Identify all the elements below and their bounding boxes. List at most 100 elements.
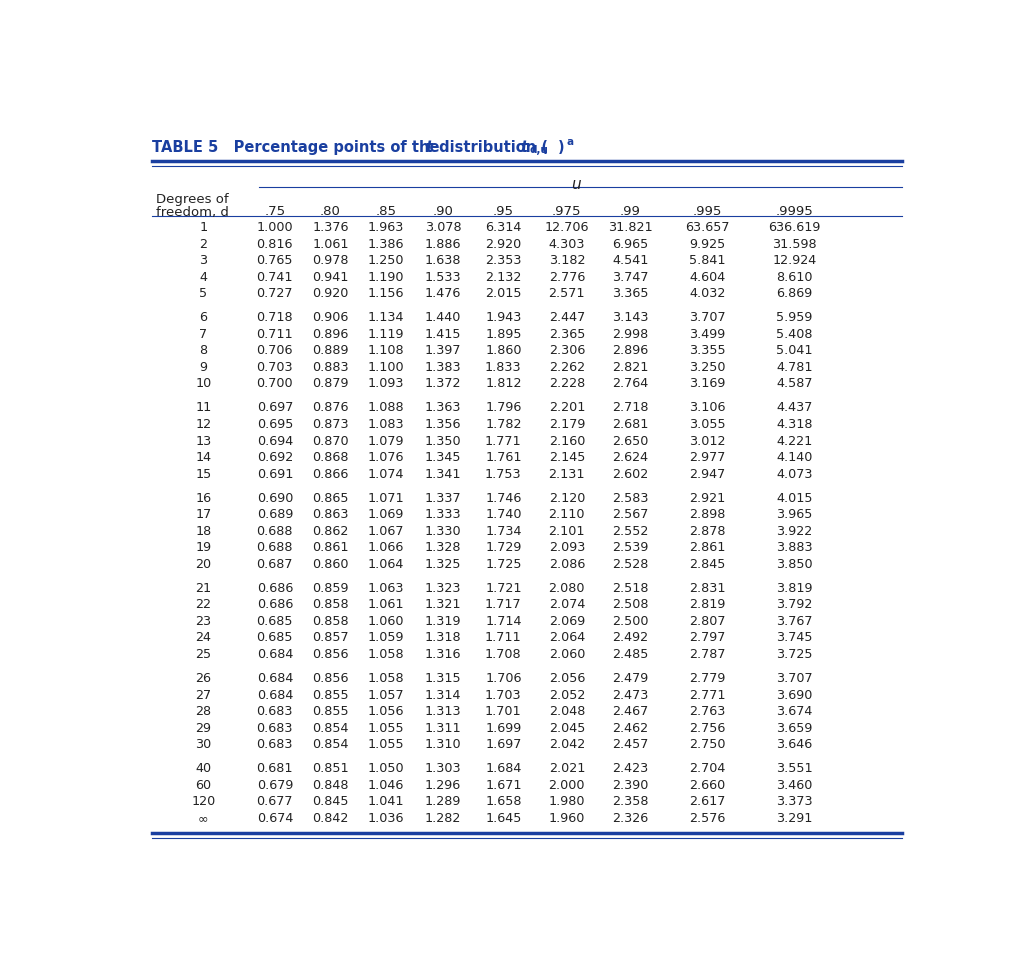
Text: 0.703: 0.703 — [256, 360, 293, 374]
Text: 3.012: 3.012 — [689, 434, 726, 447]
Text: 2.797: 2.797 — [689, 631, 726, 644]
Text: 1.289: 1.289 — [425, 795, 461, 807]
Text: 5.041: 5.041 — [776, 344, 813, 356]
Text: 0.679: 0.679 — [257, 778, 293, 791]
Text: 1.108: 1.108 — [368, 344, 404, 356]
Text: 5.959: 5.959 — [776, 311, 813, 324]
Text: 12.706: 12.706 — [545, 221, 589, 233]
Text: 0.741: 0.741 — [257, 271, 293, 283]
Text: 2.750: 2.750 — [689, 738, 726, 750]
Text: 1.708: 1.708 — [485, 647, 521, 660]
Text: 4.587: 4.587 — [776, 377, 813, 390]
Text: 12.924: 12.924 — [772, 253, 817, 267]
Text: a: a — [566, 136, 573, 147]
Text: 2.896: 2.896 — [612, 344, 648, 356]
Text: 1.056: 1.056 — [368, 704, 404, 718]
Text: 2.056: 2.056 — [549, 672, 585, 684]
Text: 2.821: 2.821 — [612, 360, 648, 374]
Text: 3.373: 3.373 — [776, 795, 813, 807]
Text: 11: 11 — [196, 401, 212, 414]
Text: 1.697: 1.697 — [485, 738, 521, 750]
Text: 2.306: 2.306 — [549, 344, 585, 356]
Text: 3.646: 3.646 — [776, 738, 813, 750]
Text: .995: .995 — [692, 205, 722, 217]
Text: 2.132: 2.132 — [485, 271, 521, 283]
Text: 2.485: 2.485 — [612, 647, 648, 660]
Text: 2.074: 2.074 — [549, 598, 585, 611]
Text: 31.598: 31.598 — [772, 237, 817, 251]
Text: 0.865: 0.865 — [312, 491, 348, 504]
Text: 1.701: 1.701 — [485, 704, 521, 718]
Text: 28: 28 — [196, 704, 211, 718]
Text: 2.878: 2.878 — [689, 524, 726, 537]
Text: 6.965: 6.965 — [612, 237, 648, 251]
Text: 40: 40 — [196, 761, 211, 775]
Text: 4.073: 4.073 — [776, 467, 813, 480]
Text: 1.476: 1.476 — [425, 287, 461, 300]
Text: 2.045: 2.045 — [549, 721, 585, 734]
Text: 1.761: 1.761 — [485, 451, 521, 463]
Text: 1.356: 1.356 — [425, 417, 461, 431]
Text: 1.074: 1.074 — [368, 467, 404, 480]
Text: 3.965: 3.965 — [776, 508, 813, 520]
Text: ∞: ∞ — [198, 811, 209, 824]
Text: 0.683: 0.683 — [257, 704, 293, 718]
Text: 2.508: 2.508 — [612, 598, 648, 611]
Text: 1.069: 1.069 — [368, 508, 404, 520]
Text: 2.779: 2.779 — [689, 672, 726, 684]
Text: 3.182: 3.182 — [549, 253, 585, 267]
Text: 7: 7 — [200, 328, 208, 340]
Text: 5: 5 — [200, 287, 208, 300]
Text: 0.691: 0.691 — [257, 467, 293, 480]
Text: 1.316: 1.316 — [425, 647, 461, 660]
Text: 0.688: 0.688 — [257, 540, 293, 554]
Text: 0.700: 0.700 — [256, 377, 293, 390]
Text: 1.383: 1.383 — [425, 360, 462, 374]
Text: 1.943: 1.943 — [485, 311, 521, 324]
Text: .975: .975 — [552, 205, 582, 217]
Text: 2.462: 2.462 — [612, 721, 648, 734]
Text: 4.140: 4.140 — [776, 451, 813, 463]
Text: 2.052: 2.052 — [549, 688, 585, 701]
Text: 1.533: 1.533 — [425, 271, 462, 283]
Text: 0.688: 0.688 — [257, 524, 293, 537]
Text: 3.460: 3.460 — [776, 778, 813, 791]
Text: 0.858: 0.858 — [312, 615, 349, 627]
Text: 1.386: 1.386 — [368, 237, 404, 251]
Text: 21: 21 — [196, 581, 211, 595]
Text: .75: .75 — [264, 205, 286, 217]
Text: 1.812: 1.812 — [485, 377, 521, 390]
Text: 2.423: 2.423 — [612, 761, 648, 775]
Text: 636.619: 636.619 — [768, 221, 821, 233]
Text: 0.684: 0.684 — [257, 647, 293, 660]
Text: 2.120: 2.120 — [549, 491, 585, 504]
Text: 1.345: 1.345 — [425, 451, 461, 463]
Text: 2: 2 — [200, 237, 208, 251]
Text: 1.036: 1.036 — [368, 811, 404, 824]
Text: 0.685: 0.685 — [257, 615, 293, 627]
Text: 2.807: 2.807 — [689, 615, 726, 627]
Text: 2.528: 2.528 — [612, 558, 648, 570]
Text: 3.707: 3.707 — [689, 311, 726, 324]
Text: 0.685: 0.685 — [257, 631, 293, 644]
Text: 3.355: 3.355 — [689, 344, 726, 356]
Text: 2.042: 2.042 — [549, 738, 585, 750]
Text: 1.372: 1.372 — [425, 377, 461, 390]
Text: 2.326: 2.326 — [612, 811, 648, 824]
Text: 2.353: 2.353 — [485, 253, 521, 267]
Text: 0.842: 0.842 — [312, 811, 348, 824]
Text: 1.064: 1.064 — [368, 558, 404, 570]
Text: 4.015: 4.015 — [776, 491, 813, 504]
Text: 3.659: 3.659 — [776, 721, 813, 734]
Text: 2.921: 2.921 — [689, 491, 725, 504]
Text: 2.576: 2.576 — [689, 811, 726, 824]
Text: 20: 20 — [196, 558, 211, 570]
Text: 24: 24 — [196, 631, 211, 644]
Text: 1.066: 1.066 — [368, 540, 404, 554]
Text: 3.850: 3.850 — [776, 558, 813, 570]
Text: 0.694: 0.694 — [257, 434, 293, 447]
Text: 1.350: 1.350 — [425, 434, 462, 447]
Text: 2.763: 2.763 — [689, 704, 726, 718]
Text: 1.088: 1.088 — [368, 401, 404, 414]
Text: d,u: d,u — [529, 145, 549, 155]
